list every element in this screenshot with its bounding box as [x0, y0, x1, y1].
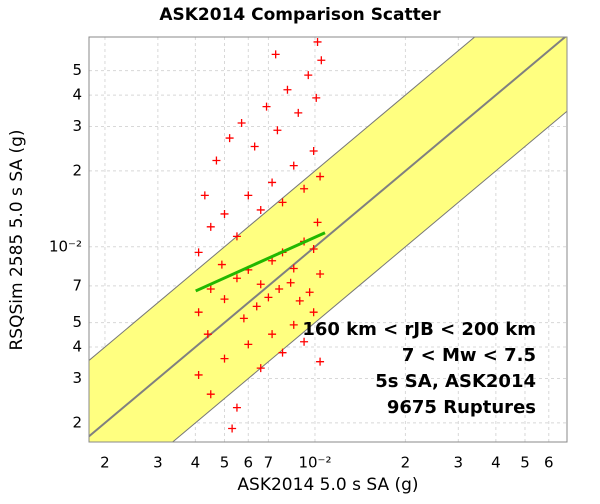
- scatter-point: [244, 340, 253, 349]
- scatter-point: [256, 205, 265, 214]
- x-tick-label: 7: [264, 454, 274, 472]
- scatter-point: [309, 146, 318, 155]
- scatter-point: [294, 108, 303, 117]
- scatter-point: [305, 288, 314, 297]
- scatter-point: [212, 156, 221, 165]
- scatter-point: [228, 424, 237, 433]
- scatter-point: [232, 274, 241, 283]
- scatter-point: [278, 348, 287, 357]
- y-tick-label: 3: [72, 369, 82, 387]
- y-tick-label: 5: [72, 313, 82, 331]
- scatter-point: [252, 302, 261, 311]
- fit-line: [195, 231, 326, 293]
- scatter-point: [220, 295, 229, 304]
- chart-title: ASK2014 Comparison Scatter: [159, 5, 441, 25]
- x-tick-label: 4: [491, 454, 501, 472]
- y-tick-label: 7: [72, 276, 82, 294]
- x-tick-label: 6: [544, 454, 554, 472]
- scatter-point: [262, 102, 271, 111]
- y-tick-label: 3: [72, 117, 82, 135]
- scatter-point: [206, 284, 215, 293]
- scatter-point: [283, 85, 292, 94]
- scatter-point: [256, 280, 265, 289]
- annotation: 160 km < rJB < 200 km: [302, 319, 536, 340]
- scatter-point: [316, 269, 325, 278]
- scatter-point: [286, 278, 295, 287]
- x-tick-label: 10⁻²: [298, 454, 331, 472]
- scatter-point: [309, 308, 318, 317]
- scatter-point: [244, 191, 253, 200]
- y-tick-label: 4: [72, 86, 82, 104]
- scatter-point: [268, 178, 277, 187]
- y-tick-label: 2: [72, 413, 82, 431]
- x-tick-label: 3: [454, 454, 464, 472]
- scatter-point: [313, 37, 322, 46]
- scatter-point: [300, 337, 309, 346]
- scatter-point: [250, 142, 259, 151]
- scatter-point: [194, 308, 203, 317]
- scatter-point: [206, 222, 215, 231]
- scatter-point: [237, 118, 246, 127]
- y-axis-label: RSQSim 2585 5.0 s SA (g): [7, 129, 27, 350]
- y-tick-label: 5: [72, 61, 82, 79]
- scatter-point: [217, 260, 226, 269]
- x-tick-label: 4: [191, 454, 201, 472]
- annotation: 5s SA, ASK2014: [375, 371, 536, 392]
- annotation: 9675 Ruptures: [387, 397, 536, 418]
- scatter-point: [313, 218, 322, 227]
- plot-frame: [88, 36, 568, 443]
- annotation: 7 < Mw < 7.5: [402, 345, 536, 366]
- scatter-point: [316, 357, 325, 366]
- x-axis-label: ASK2014 5.0 s SA (g): [237, 475, 418, 495]
- scatter-point: [273, 126, 282, 135]
- scatter-point: [300, 184, 309, 193]
- y-tick-label: 2: [72, 161, 82, 179]
- scatter-point: [264, 293, 273, 302]
- scatter-point: [278, 198, 287, 207]
- scatter-point: [271, 50, 280, 59]
- scatter-point: [203, 330, 212, 339]
- x-tick-label: 2: [401, 454, 411, 472]
- x-tick-label: 2: [100, 454, 110, 472]
- scatter-point: [232, 403, 241, 412]
- y-tick-label: 10⁻²: [49, 237, 82, 255]
- scatter-point: [256, 364, 265, 373]
- scatter-point: [220, 354, 229, 363]
- scatter-point: [220, 209, 229, 218]
- scatter-point: [194, 248, 203, 257]
- scatter-point: [317, 56, 326, 65]
- scatter-point: [194, 370, 203, 379]
- scatter-point: [268, 330, 277, 339]
- scatter-point: [225, 134, 234, 143]
- scatter-point: [316, 172, 325, 181]
- x-tick-label: 5: [520, 454, 530, 472]
- scatter-point: [289, 320, 298, 329]
- scatter-point: [312, 93, 321, 102]
- scatter-point: [232, 232, 241, 241]
- scatter-point: [295, 296, 304, 305]
- scatter-point: [275, 284, 284, 293]
- scatter-point: [206, 390, 215, 399]
- scatter-point: [309, 244, 318, 253]
- scatter-point: [200, 191, 209, 200]
- scatter-point: [304, 71, 313, 80]
- scatter-point: [289, 264, 298, 273]
- scatter-point: [289, 161, 298, 170]
- x-tick-label: 5: [220, 454, 230, 472]
- x-tick-label: 6: [244, 454, 254, 472]
- scatter-point: [239, 314, 248, 323]
- y-tick-label: 4: [72, 338, 82, 356]
- x-tick-label: 3: [153, 454, 163, 472]
